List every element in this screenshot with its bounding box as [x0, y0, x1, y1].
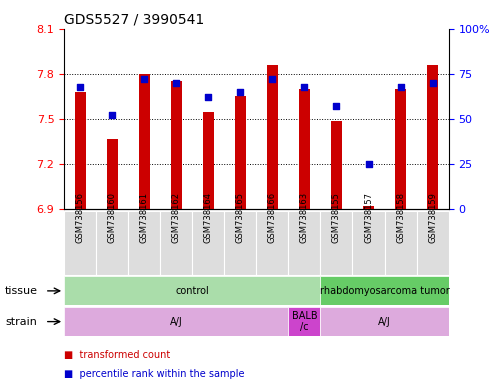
Text: A/J: A/J	[378, 316, 391, 327]
Text: tissue: tissue	[5, 286, 38, 296]
FancyBboxPatch shape	[192, 211, 224, 275]
FancyBboxPatch shape	[417, 211, 449, 275]
Bar	[203, 111, 214, 209]
Text: ■  percentile rank within the sample: ■ percentile rank within the sample	[64, 369, 245, 379]
Text: GSM738162: GSM738162	[172, 192, 181, 243]
Bar	[171, 81, 182, 209]
Text: GDS5527 / 3990541: GDS5527 / 3990541	[64, 12, 204, 26]
Point	[140, 76, 148, 83]
FancyBboxPatch shape	[96, 211, 128, 275]
FancyBboxPatch shape	[64, 307, 288, 336]
Text: GSM738155: GSM738155	[332, 192, 341, 243]
FancyBboxPatch shape	[288, 211, 320, 275]
Bar	[267, 65, 278, 209]
FancyBboxPatch shape	[352, 211, 385, 275]
Bar	[74, 92, 86, 209]
Text: ■  transformed count: ■ transformed count	[64, 350, 171, 360]
Text: A/J: A/J	[170, 316, 182, 327]
Text: strain: strain	[5, 316, 37, 327]
Text: control: control	[176, 286, 209, 296]
FancyBboxPatch shape	[256, 211, 288, 275]
FancyBboxPatch shape	[320, 211, 352, 275]
Bar	[395, 89, 406, 209]
Text: GSM738157: GSM738157	[364, 192, 373, 243]
Text: GSM738159: GSM738159	[428, 192, 437, 243]
Text: GSM738165: GSM738165	[236, 192, 245, 243]
Text: GSM738158: GSM738158	[396, 192, 405, 243]
Point	[300, 83, 309, 89]
Text: GSM738156: GSM738156	[75, 192, 85, 243]
Text: GSM738164: GSM738164	[204, 192, 213, 243]
Text: GSM738160: GSM738160	[107, 192, 117, 243]
Point	[268, 76, 276, 83]
Point	[396, 83, 404, 89]
Point	[76, 83, 84, 89]
FancyBboxPatch shape	[128, 211, 160, 275]
Text: GSM738161: GSM738161	[140, 192, 149, 243]
FancyBboxPatch shape	[64, 276, 320, 305]
Point	[173, 80, 180, 86]
FancyBboxPatch shape	[385, 211, 417, 275]
FancyBboxPatch shape	[64, 211, 96, 275]
FancyBboxPatch shape	[288, 307, 320, 336]
Bar	[106, 139, 118, 209]
Bar	[299, 89, 310, 209]
Bar	[331, 121, 342, 209]
Bar	[139, 74, 150, 209]
Bar	[363, 206, 374, 209]
Bar	[427, 65, 438, 209]
Point	[108, 113, 116, 119]
Point	[332, 103, 340, 109]
FancyBboxPatch shape	[224, 211, 256, 275]
Point	[364, 161, 373, 167]
Point	[236, 89, 244, 95]
Text: BALB
/c: BALB /c	[292, 311, 317, 333]
FancyBboxPatch shape	[160, 211, 192, 275]
FancyBboxPatch shape	[320, 276, 449, 305]
Text: GSM738166: GSM738166	[268, 192, 277, 243]
Text: rhabdomyosarcoma tumor: rhabdomyosarcoma tumor	[319, 286, 450, 296]
Point	[204, 94, 212, 101]
FancyBboxPatch shape	[320, 307, 449, 336]
Point	[428, 80, 437, 86]
Text: GSM738163: GSM738163	[300, 192, 309, 243]
Bar	[235, 96, 246, 209]
